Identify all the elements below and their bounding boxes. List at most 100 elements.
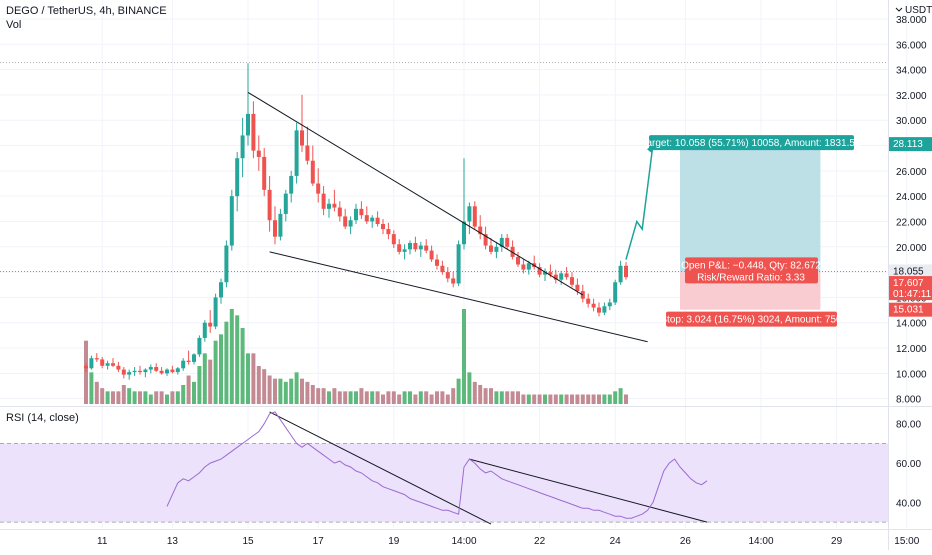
volume-bar (121, 385, 126, 404)
rsi-tick-label: 80.00 (896, 420, 921, 431)
candle-body (224, 245, 229, 283)
volume-bar (154, 391, 159, 404)
volume-bar (391, 391, 396, 404)
volume-bar (343, 391, 348, 404)
candle-body (316, 183, 321, 194)
time-tick-label: 14:00 (748, 536, 773, 547)
candle-body (424, 245, 429, 251)
candle-body (213, 297, 218, 327)
candle-body (321, 193, 326, 209)
volume-bar (413, 394, 418, 404)
volume-bar (235, 315, 240, 404)
time-tick-label: 13 (167, 536, 179, 547)
target-price-tag-bg (889, 137, 932, 152)
volume-bar (526, 394, 531, 404)
volume-bar (483, 388, 488, 404)
volume-bar (294, 372, 299, 404)
volume-bar (429, 394, 434, 404)
rsi-series (166, 411, 708, 519)
volume-bar (548, 394, 553, 404)
candle-body (483, 234, 488, 246)
candle-body (526, 263, 531, 270)
position-tool[interactable] (0, 144, 888, 310)
candle-body (429, 250, 434, 260)
volume-bar (370, 391, 375, 404)
candle-body (408, 243, 412, 250)
candle-body (418, 245, 423, 250)
candle-body (499, 237, 504, 247)
volume-bar (559, 394, 564, 404)
volume-bar (570, 394, 574, 404)
volume-bar (197, 366, 202, 404)
time-tick-label: 26 (680, 536, 692, 547)
volume-bar (505, 391, 510, 404)
volume-legend[interactable]: Vol (6, 19, 21, 31)
candle-body (586, 298, 591, 304)
volume-bar (148, 394, 153, 404)
time-tick-label: 24 (610, 536, 622, 547)
volume-bar (94, 381, 99, 404)
rsi-trendline (269, 411, 492, 525)
price-tick-label: 20.000 (896, 243, 927, 254)
symbol-title: DEGO / TetherUS, 4h, BINANCE (6, 5, 167, 17)
price-tick-label: 8.000 (896, 395, 921, 406)
candle-body (154, 367, 159, 371)
volume-bar (100, 388, 105, 404)
volume-bar (175, 391, 180, 404)
volume-bar (327, 391, 331, 404)
candle-body (489, 245, 493, 252)
rsi-legend[interactable]: RSI (14, close) (6, 412, 79, 424)
candle-body (143, 369, 148, 373)
target-zone (680, 144, 821, 272)
volume-bar (278, 378, 283, 404)
candle-body (575, 284, 580, 292)
candle-body (148, 367, 153, 370)
volume-bar (618, 388, 623, 404)
candle-body (354, 208, 358, 221)
volume-bar (138, 391, 142, 404)
volume-bar (440, 391, 445, 404)
volume-bar (224, 321, 229, 404)
price-tick-label: 26.000 (896, 167, 927, 178)
candle-body (607, 302, 612, 307)
volume-bar (202, 353, 207, 404)
candle-body (121, 369, 126, 375)
candles-series (84, 63, 628, 380)
candle-body (256, 150, 261, 157)
candle-body (332, 203, 337, 208)
volume-bar (159, 391, 164, 404)
volume-bar (186, 375, 191, 404)
volume-bar (435, 391, 439, 404)
candle-body (375, 217, 380, 225)
candle-body (591, 303, 596, 308)
volume-bar (181, 385, 186, 404)
candle-body (413, 243, 418, 250)
volume-bar (116, 391, 121, 404)
candle-body (251, 113, 256, 151)
volume-bar (105, 391, 110, 404)
volume-bar (543, 394, 547, 404)
current-price-tag-bg (889, 264, 932, 279)
candle-body (618, 265, 623, 283)
volume-bar (462, 309, 466, 404)
candle-body (553, 274, 558, 280)
volume-bar (305, 381, 310, 404)
candle-body (348, 220, 353, 227)
volume-bar (219, 334, 223, 404)
volume-bar (251, 353, 256, 404)
rsi-trendline (469, 458, 708, 523)
volume-bar (132, 391, 137, 404)
candle-body (451, 278, 456, 284)
candle-body (359, 208, 364, 216)
candle-body (159, 370, 164, 374)
price-tick-label: 38.000 (896, 15, 927, 26)
volume-bar (553, 394, 558, 404)
symbol-legend[interactable]: DEGO / TetherUS, 4h, BINANCE (6, 5, 167, 17)
candle-body (456, 244, 461, 284)
price-tick-label: 30.000 (896, 116, 927, 127)
volume-bar (213, 340, 218, 404)
volume-bar (267, 375, 272, 404)
volume-bar (256, 366, 261, 404)
volume-bar (607, 394, 612, 404)
